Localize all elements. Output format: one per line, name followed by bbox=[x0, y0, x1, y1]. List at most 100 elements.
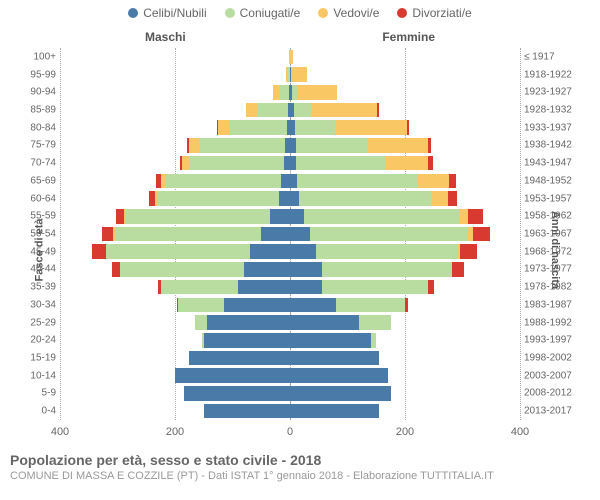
age-label: 70-74 bbox=[30, 158, 60, 169]
bar-segment bbox=[106, 244, 250, 259]
pyramid-row bbox=[60, 138, 520, 153]
pyramid-row bbox=[60, 209, 520, 224]
male-bar bbox=[60, 138, 290, 153]
age-label: 50-54 bbox=[30, 229, 60, 240]
bar-segment bbox=[290, 386, 391, 401]
age-label: 5-9 bbox=[42, 388, 60, 399]
bar-segment bbox=[290, 315, 359, 330]
x-tick-label: 400 bbox=[51, 426, 69, 438]
bar-segment bbox=[448, 191, 457, 206]
age-label: 85-89 bbox=[30, 105, 60, 116]
male-bar bbox=[60, 262, 290, 277]
pyramid-row bbox=[60, 368, 520, 383]
male-bar bbox=[60, 85, 290, 100]
pyramid-row bbox=[60, 386, 520, 401]
female-bar bbox=[290, 227, 520, 242]
birth-year-label: 1948-1952 bbox=[520, 175, 572, 186]
x-tick-label: 200 bbox=[166, 426, 184, 438]
female-bar bbox=[290, 315, 520, 330]
bar-segment bbox=[230, 120, 288, 135]
bar-segment bbox=[418, 174, 450, 189]
bar-segment bbox=[304, 209, 459, 224]
bar-segment bbox=[204, 404, 290, 419]
age-label: 25-29 bbox=[30, 317, 60, 328]
pyramid-row bbox=[60, 120, 520, 135]
female-bar bbox=[290, 103, 520, 118]
male-bar bbox=[60, 50, 290, 65]
x-tick-label: 0 bbox=[287, 426, 293, 438]
birth-year-label: 1998-2002 bbox=[520, 353, 572, 364]
bar-segment bbox=[112, 262, 121, 277]
bar-segment bbox=[468, 209, 482, 224]
bar-segment bbox=[335, 120, 407, 135]
female-bar bbox=[290, 50, 520, 65]
pyramid-row bbox=[60, 351, 520, 366]
female-bar bbox=[290, 67, 520, 82]
pyramid-row bbox=[60, 227, 520, 242]
male-bar bbox=[60, 244, 290, 259]
legend-label: Celibi/Nubili bbox=[143, 6, 206, 20]
age-label: 80-84 bbox=[30, 122, 60, 133]
birth-year-label: ≤ 1917 bbox=[520, 51, 555, 62]
bar-segment bbox=[184, 386, 290, 401]
birth-year-label: 1933-1937 bbox=[520, 122, 572, 133]
pyramid-row bbox=[60, 244, 520, 259]
x-tick-label: 400 bbox=[511, 426, 529, 438]
bar-segment bbox=[257, 103, 289, 118]
male-bar bbox=[60, 298, 290, 313]
bar-segment bbox=[368, 138, 428, 153]
bar-segment bbox=[297, 85, 337, 100]
bar-segment bbox=[290, 298, 336, 313]
female-bar bbox=[290, 156, 520, 171]
bar-segment bbox=[290, 244, 316, 259]
female-bar bbox=[290, 174, 520, 189]
bar-segment bbox=[322, 280, 428, 295]
bar-segment bbox=[428, 138, 431, 153]
female-bar bbox=[290, 298, 520, 313]
bar-segment bbox=[296, 156, 385, 171]
bar-segment bbox=[290, 174, 297, 189]
bar-segment bbox=[359, 315, 391, 330]
bar-segment bbox=[296, 138, 368, 153]
age-label: 40-44 bbox=[30, 264, 60, 275]
birth-year-label: 1958-1962 bbox=[520, 211, 572, 222]
pyramid-row bbox=[60, 333, 520, 348]
male-bar bbox=[60, 227, 290, 242]
bar-segment bbox=[279, 191, 291, 206]
age-label: 30-34 bbox=[30, 299, 60, 310]
legend-swatch bbox=[225, 8, 235, 18]
bar-segment bbox=[261, 227, 290, 242]
legend-label: Divorziati/e bbox=[412, 6, 471, 20]
female-bar bbox=[290, 120, 520, 135]
birth-year-label: 2003-2007 bbox=[520, 370, 572, 381]
bar-segment bbox=[316, 244, 457, 259]
bar-segment bbox=[407, 120, 409, 135]
bar-segment bbox=[336, 298, 405, 313]
male-bar bbox=[60, 103, 290, 118]
chart-title: Popolazione per età, sesso e stato civil… bbox=[10, 452, 494, 468]
female-bar bbox=[290, 138, 520, 153]
bar-segment bbox=[280, 85, 289, 100]
age-label: 65-69 bbox=[30, 175, 60, 186]
birth-year-label: 1988-1992 bbox=[520, 317, 572, 328]
age-label: 60-64 bbox=[30, 193, 60, 204]
legend-label: Coniugati/e bbox=[240, 6, 301, 20]
pyramid-row bbox=[60, 404, 520, 419]
pyramid-row bbox=[60, 103, 520, 118]
legend-item-coniugati: Coniugati/e bbox=[225, 6, 301, 20]
age-label: 10-14 bbox=[30, 370, 60, 381]
male-bar bbox=[60, 156, 290, 171]
legend-item-divorziati: Divorziati/e bbox=[397, 6, 471, 20]
bar-segment bbox=[377, 103, 378, 118]
pyramid-row bbox=[60, 174, 520, 189]
pyramid-row bbox=[60, 280, 520, 295]
bar-segment bbox=[281, 174, 290, 189]
birth-year-label: 1923-1927 bbox=[520, 87, 572, 98]
bar-segment bbox=[161, 280, 239, 295]
bar-segment bbox=[270, 209, 290, 224]
birth-year-label: 1993-1997 bbox=[520, 335, 572, 346]
chart-container: Celibi/Nubili Coniugati/e Vedovi/e Divor… bbox=[0, 0, 600, 500]
bar-segment bbox=[158, 191, 279, 206]
bar-segment bbox=[182, 156, 189, 171]
legend-swatch bbox=[397, 8, 407, 18]
